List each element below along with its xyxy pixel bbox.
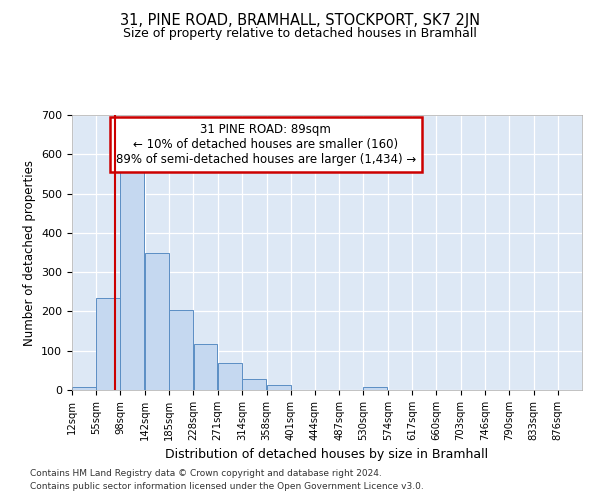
Bar [364,387,388,390]
Bar [169,310,193,390]
Bar [72,387,96,390]
Bar [97,298,120,390]
Y-axis label: Number of detached properties: Number of detached properties [23,160,35,346]
Text: Size of property relative to detached houses in Bramhall: Size of property relative to detached ho… [123,28,477,40]
Bar [145,252,169,390]
Text: Contains public sector information licensed under the Open Government Licence v3: Contains public sector information licen… [30,482,424,491]
Bar [218,362,242,390]
Bar [194,344,217,390]
Text: Contains HM Land Registry data © Crown copyright and database right 2024.: Contains HM Land Registry data © Crown c… [30,468,382,477]
Bar [266,384,290,390]
Bar [121,162,145,390]
Text: 31, PINE ROAD, BRAMHALL, STOCKPORT, SK7 2JN: 31, PINE ROAD, BRAMHALL, STOCKPORT, SK7 … [120,12,480,28]
X-axis label: Distribution of detached houses by size in Bramhall: Distribution of detached houses by size … [166,448,488,462]
Bar [242,380,266,390]
Text: 31 PINE ROAD: 89sqm
← 10% of detached houses are smaller (160)
89% of semi-detac: 31 PINE ROAD: 89sqm ← 10% of detached ho… [116,123,416,166]
